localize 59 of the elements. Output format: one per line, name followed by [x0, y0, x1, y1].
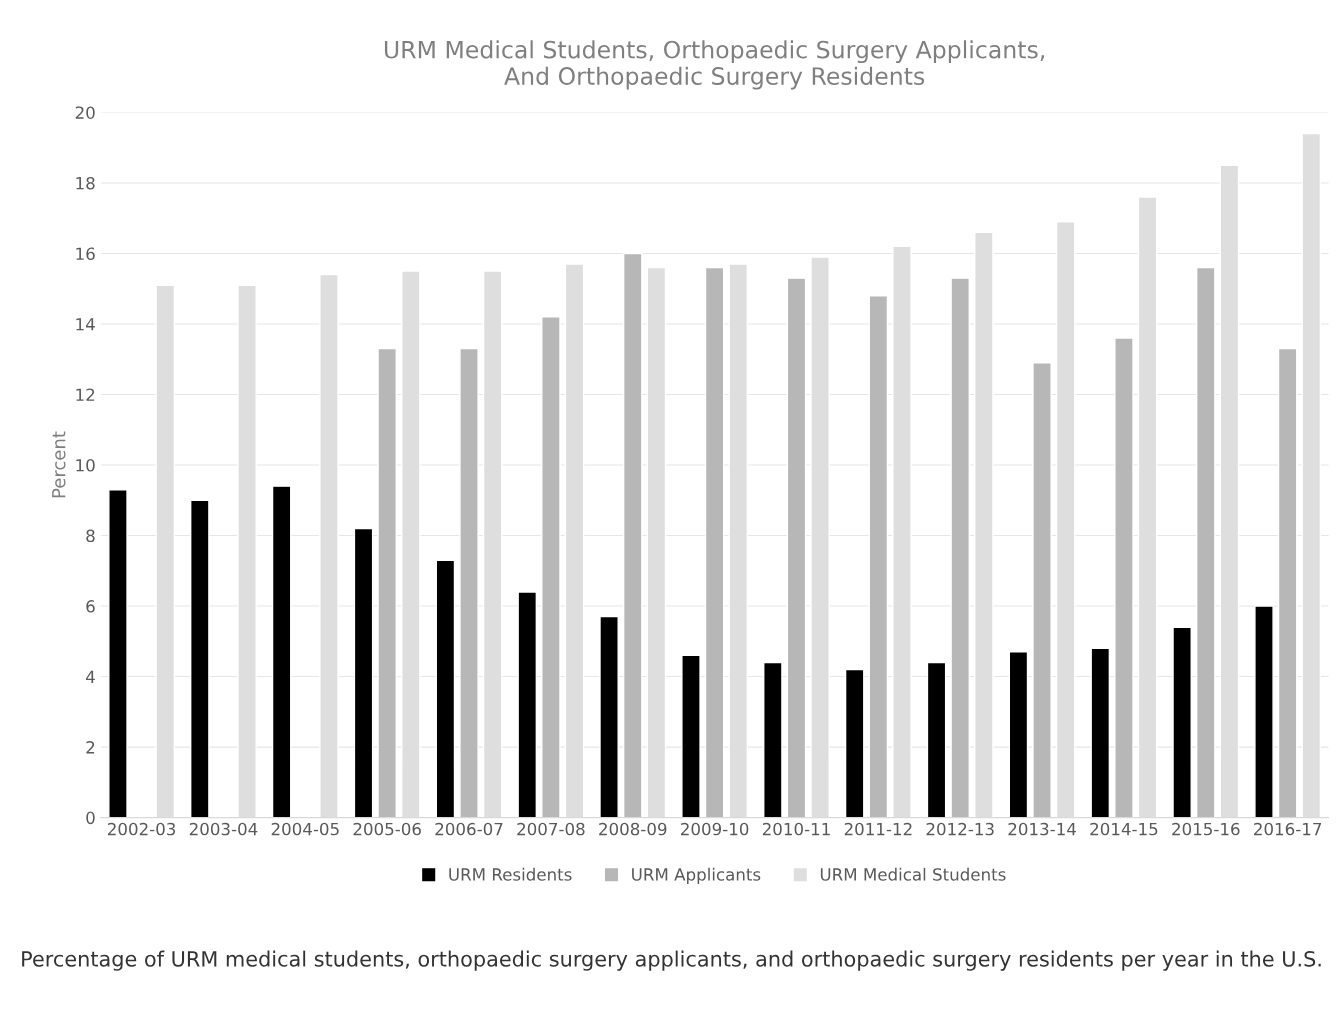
y-tick-label: 6 [86, 600, 95, 613]
y-tick-label: 12 [76, 388, 95, 401]
y-tick-label: 14 [76, 318, 95, 331]
bar [541, 316, 561, 818]
bar [1008, 651, 1029, 818]
x-tick-label: 2016-17 [1254, 822, 1322, 836]
bar [1195, 266, 1216, 818]
y-tick-label: 8 [86, 529, 95, 543]
bar [599, 615, 619, 818]
x-tick-label: 2010-11 [762, 822, 830, 836]
x-tick-label: 2003-04 [189, 822, 258, 836]
bar [459, 347, 479, 818]
bar [926, 661, 947, 818]
chart-title: URM Medical Students, Orthopaedic Surgery Applicants, And Orthopaedic Surgery Residents [384, 40, 1045, 90]
bar [271, 485, 292, 818]
text: Percentage of URM medical students, orthopaedic surgery applicants, and orthopaedic surgery residents per year in the U.S. [22, 950, 1321, 971]
bar [1114, 337, 1134, 818]
x-tick-label: 2007-08 [517, 822, 585, 836]
bar [108, 488, 128, 818]
bar [681, 654, 701, 818]
bar [377, 347, 397, 818]
y-tick-label: 4 [86, 670, 95, 683]
bar [786, 277, 807, 818]
bar [1172, 626, 1192, 818]
bar [763, 661, 783, 818]
bar [704, 266, 725, 818]
x-tick-label: 2012-13 [926, 822, 994, 836]
x-tick-label: 2011-12 [844, 822, 912, 836]
bar [1032, 362, 1052, 818]
bar [1090, 647, 1111, 818]
x-tick-label: 2006-07 [435, 822, 503, 836]
x-tick-label: 2013-14 [1008, 822, 1076, 836]
legend-label: URM Applicants [632, 867, 761, 884]
bar [1277, 347, 1298, 818]
y-tick-label: 16 [76, 247, 95, 261]
y-tick-label: 18 [76, 176, 95, 190]
x-tick-label: 2009-10 [681, 822, 749, 836]
bar [950, 277, 970, 818]
legend-label: URM Residents [449, 867, 572, 881]
bar [1254, 605, 1274, 818]
bar [435, 559, 456, 818]
y-tick-label: 0 [86, 811, 95, 825]
y-tick-label: 10 [76, 458, 95, 472]
bar [868, 295, 889, 818]
legend-label: URM Medical Students [820, 867, 1006, 881]
x-tick-label: 2002-03 [107, 822, 176, 836]
x-tick-label: 2004-05 [271, 822, 339, 836]
bar [844, 668, 865, 818]
bar [622, 252, 643, 818]
bar [517, 591, 538, 818]
x-tick-label: 2015-16 [1172, 822, 1240, 836]
x-tick-label: 2005-06 [353, 822, 421, 836]
x-tick-label: 2014-15 [1090, 822, 1158, 836]
y-tick-label: 2 [86, 741, 95, 754]
y-axis-title: Percent [52, 431, 66, 498]
x-tick-label: 2008-09 [599, 822, 667, 836]
y-tick-label: 20 [75, 106, 95, 119]
bar [353, 527, 374, 818]
bar [190, 499, 210, 818]
